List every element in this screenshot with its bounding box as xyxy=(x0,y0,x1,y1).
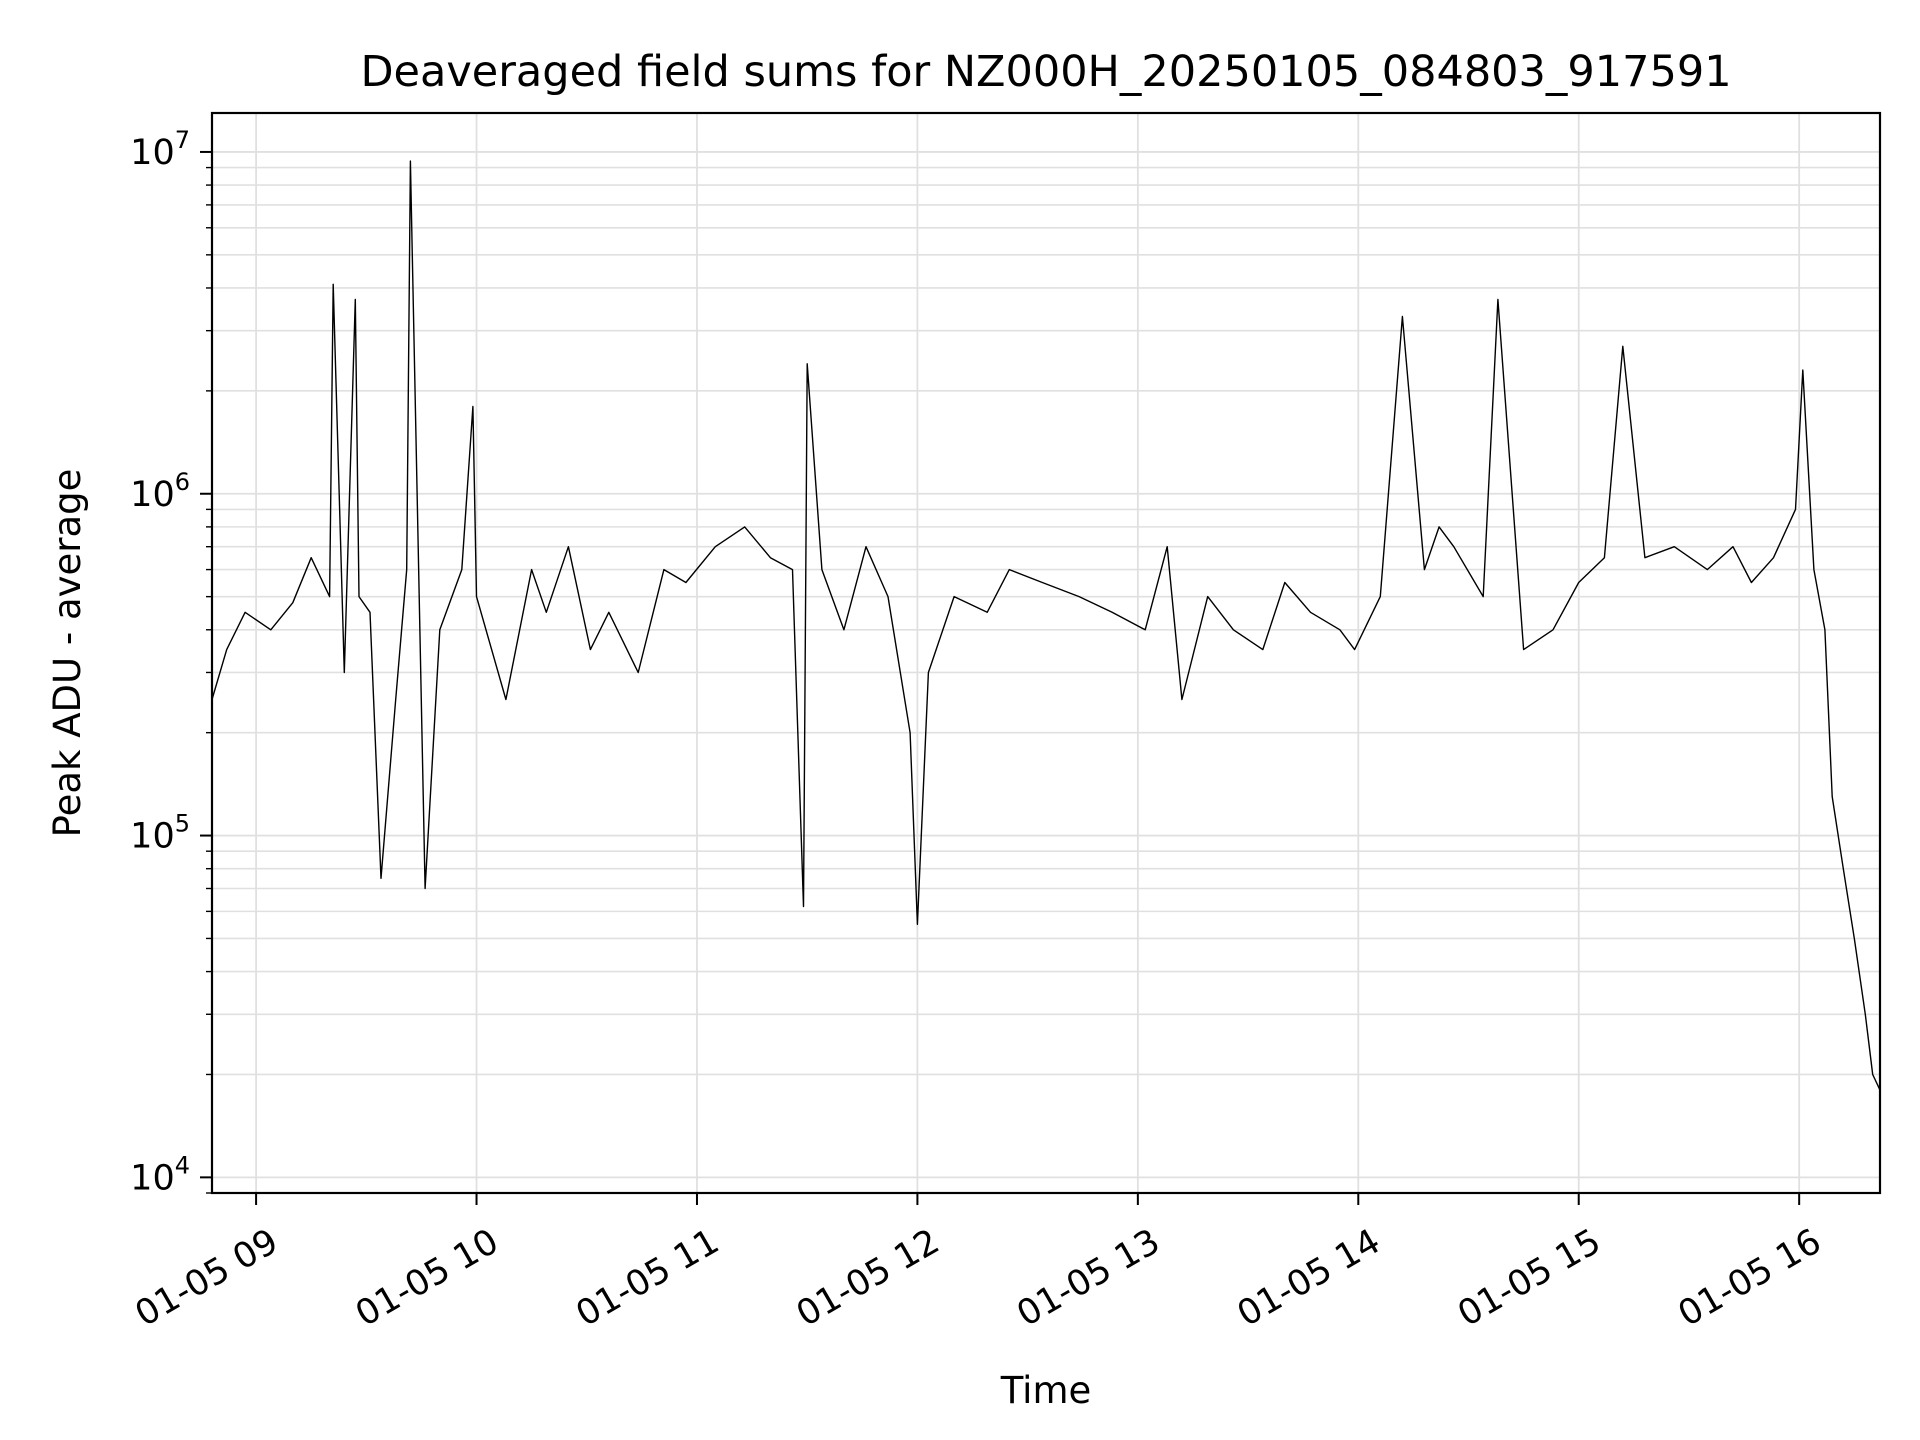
x-axis-label: Time xyxy=(1000,1369,1092,1412)
grid xyxy=(212,113,1880,1194)
y-axis: 104 105 106 107 xyxy=(130,126,212,1198)
y-tick-label: 106 xyxy=(130,468,190,515)
series-line xyxy=(211,160,1881,1091)
y-axis-label: Peak ADU - average xyxy=(46,469,89,838)
y-tick-label: 104 xyxy=(130,1151,190,1198)
y-tick-label: 105 xyxy=(130,810,190,857)
series-layer xyxy=(211,160,1881,1091)
plot-frame xyxy=(210,111,1882,1195)
chart-title: Deaveraged field sums for NZ000H_2025010… xyxy=(360,47,1731,97)
y-tick-label: 107 xyxy=(130,126,190,173)
